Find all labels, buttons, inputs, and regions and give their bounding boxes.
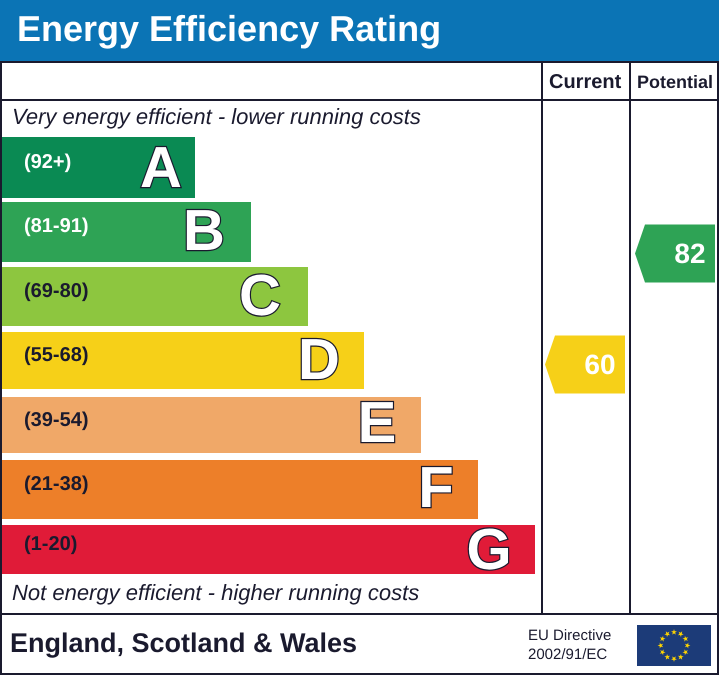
svg-text:B: B	[183, 198, 225, 263]
svg-text:F: F	[418, 455, 453, 520]
svg-text:A: A	[140, 135, 182, 200]
svg-text:C: C	[239, 263, 281, 328]
svg-text:D: D	[298, 327, 340, 392]
svg-text:G: G	[466, 517, 511, 582]
svg-text:E: E	[358, 390, 397, 455]
